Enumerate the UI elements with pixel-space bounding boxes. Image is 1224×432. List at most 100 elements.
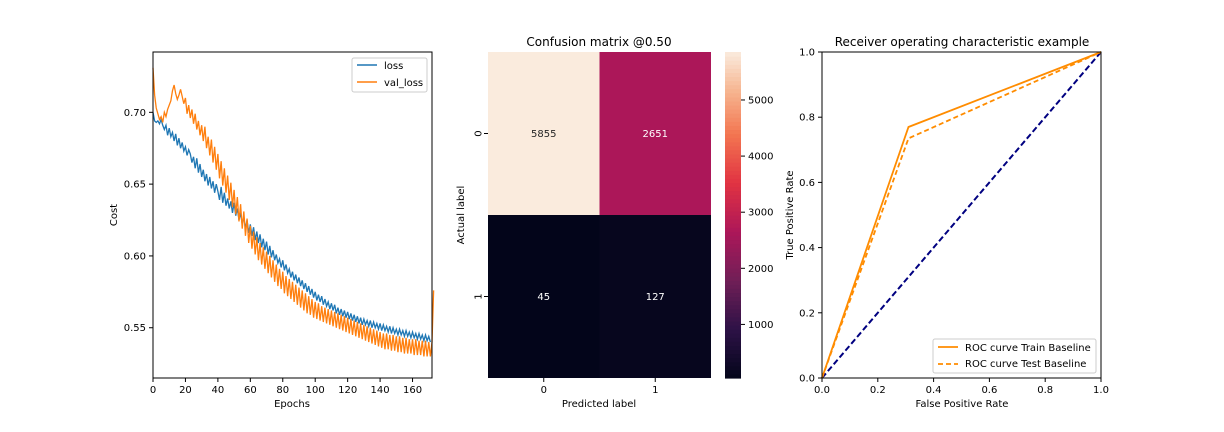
cm-cell-0-0 (488, 52, 600, 215)
y-tick-label: 0.60 (124, 251, 146, 262)
colorbar-segment (725, 170, 741, 175)
cm-colorbar: 1000 2000 3000 4000 5000 (725, 52, 773, 379)
colorbar-segment (725, 320, 741, 326)
x-tick-label: 120 (338, 385, 357, 396)
colorbar-segment (725, 288, 741, 294)
cm-cell-0-1 (599, 52, 711, 215)
colorbar-segment (725, 325, 741, 330)
colorbar-segment (725, 251, 741, 257)
colorbar-segment (725, 190, 741, 196)
colorbar-segment (725, 267, 741, 273)
x-tick-label: 40 (212, 385, 225, 396)
colorbar-segment (725, 113, 741, 118)
y-tick-label: 0.70 (124, 108, 146, 119)
colorbar-segment (725, 255, 741, 261)
colorbar-tick-label: 4000 (748, 152, 773, 163)
colorbar-segment (725, 153, 741, 159)
colorbar-segment (725, 80, 741, 86)
cm-ylabel: Actual label (456, 186, 467, 245)
legend-label-train: ROC curve Train Baseline (965, 343, 1091, 354)
colorbar-segment (725, 64, 741, 69)
roc-y-tick-label: 0.0 (799, 374, 815, 385)
loss-legend: loss val_loss (351, 57, 428, 93)
colorbar-segment (725, 182, 741, 188)
y-tick-label: 0.55 (124, 323, 146, 334)
colorbar-segment (725, 227, 741, 232)
colorbar-segment (725, 329, 741, 334)
colorbar-segment (725, 304, 741, 310)
colorbar-segment (725, 100, 741, 106)
colorbar-segment (725, 88, 741, 94)
colorbar-segment (725, 231, 741, 236)
colorbar-segment (725, 117, 741, 122)
colorbar-segment (725, 296, 741, 302)
roc-x-tick-label: 1.0 (1093, 385, 1109, 396)
roc-title: Receiver operating characteristic exampl… (835, 35, 1090, 49)
colorbar-segment (725, 121, 741, 126)
x-tick-label: 20 (179, 385, 192, 396)
colorbar-segment (725, 84, 741, 90)
colorbar-segment (725, 137, 741, 143)
legend-label-loss: loss (384, 61, 403, 72)
roc-y-tick-label: 1.0 (799, 48, 815, 59)
colorbar-segment (725, 206, 741, 212)
colorbar-segment (725, 353, 741, 359)
roc-x-tick-label: 0.0 (814, 385, 830, 396)
colorbar-segment (725, 92, 741, 98)
colorbar-segment (725, 141, 741, 147)
colorbar-segment (725, 223, 741, 228)
cm-x-tick-label: 0 (541, 385, 547, 396)
colorbar-segment (725, 68, 741, 73)
colorbar-segment (725, 145, 741, 151)
colorbar-segment (725, 157, 741, 163)
loss-chart: 0 20 40 60 80 100 120 140 160 0.55 0.60 0.65 0.70 Ep… (109, 51, 435, 410)
colorbar-tick-label: 1000 (748, 320, 773, 331)
x-tick-label: 140 (371, 385, 390, 396)
cm-y-tick-label: 1 (474, 293, 485, 299)
colorbar-segment (725, 373, 741, 379)
colorbar-segment (725, 198, 741, 204)
colorbar-segment (725, 210, 741, 216)
colorbar-segment (725, 345, 741, 351)
colorbar-segment (725, 239, 741, 245)
roc-legend-box (932, 338, 1097, 374)
colorbar-segment (725, 133, 741, 139)
colorbar-segment (725, 215, 741, 220)
roc-test-line (821, 51, 1102, 379)
cm-y-tick-label: 0 (474, 130, 485, 136)
colorbar-segment (725, 52, 741, 57)
colorbar-segment (725, 129, 741, 135)
roc-x-tick-label: 0.6 (981, 385, 997, 396)
colorbar-segment (725, 162, 741, 167)
colorbar-segment (725, 109, 741, 114)
colorbar-segment (725, 292, 741, 298)
loss-xlabel: Epochs (274, 399, 310, 410)
colorbar-segment (725, 284, 741, 289)
colorbar-segment (725, 243, 741, 249)
colorbar-segment (725, 365, 741, 371)
roc-x-tick-label: 0.2 (870, 385, 886, 396)
colorbar-segment (725, 149, 741, 155)
colorbar-segment (725, 312, 741, 318)
colorbar-tick-label: 3000 (748, 208, 773, 219)
colorbar-segment (725, 186, 741, 192)
legend-label-test: ROC curve Test Baseline (965, 359, 1086, 370)
colorbar-segment (725, 272, 741, 277)
y-tick-label: 0.65 (124, 180, 146, 191)
roc-y-tick-label: 0.8 (799, 113, 815, 124)
colorbar-tick-label: 2000 (748, 264, 773, 275)
cm-cell-label: 2651 (643, 129, 668, 140)
x-tick-label: 60 (244, 385, 257, 396)
colorbar-segment (725, 166, 741, 171)
colorbar-segment (725, 316, 741, 322)
cm-xlabel: Predicted label (562, 399, 636, 410)
colorbar-segment (725, 174, 741, 179)
cm-cell-label: 45 (537, 292, 550, 303)
loss-chart-frame (152, 51, 433, 379)
colorbar-segment (725, 341, 741, 346)
colorbar-segment (725, 280, 741, 285)
colorbar-segment (725, 361, 741, 367)
colorbar-segment (725, 247, 741, 253)
roc-x-tick-label: 0.4 (926, 385, 942, 396)
